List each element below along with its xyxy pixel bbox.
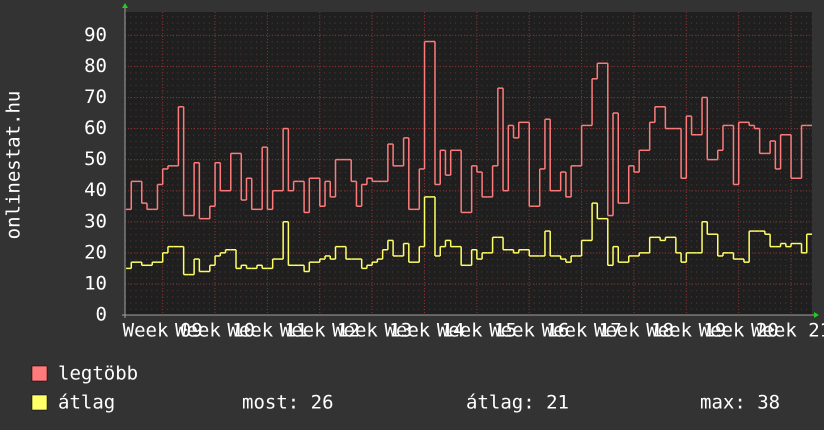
x-tick-label: Week 15 <box>437 320 517 342</box>
y-tick-label: 70 <box>84 86 107 108</box>
x-tick-label: Week 13 <box>332 320 412 342</box>
minor-grid <box>125 12 812 315</box>
x-tick-label: Week 20 <box>699 320 779 342</box>
legend-swatch <box>31 365 48 382</box>
x-tick-label: Week 19 <box>646 320 726 342</box>
axis-arrow <box>122 3 128 8</box>
stat: max: 38 <box>700 392 780 414</box>
y-tick-label: 50 <box>84 148 107 170</box>
x-tick-label: Week 17 <box>542 320 622 342</box>
x-tick-label: Week 10 <box>175 320 255 342</box>
y-tick-label: 90 <box>84 24 107 46</box>
y-tick-label: 10 <box>84 272 107 294</box>
y-tick-label: 80 <box>84 55 107 77</box>
x-tick-label: Week 09 <box>123 320 203 342</box>
legend-swatch <box>31 394 48 411</box>
stat: most: 26 <box>242 392 334 414</box>
legend-label: átlag <box>58 392 115 414</box>
x-tick-label: Week 11 <box>227 320 307 342</box>
y-axis-label: onlinestat.hu <box>3 91 25 240</box>
y-tick-label: 60 <box>84 117 107 139</box>
legend-label: legtöbb <box>58 363 138 385</box>
stat: átlag: 21 <box>466 392 569 414</box>
x-tick-label: Week 12 <box>280 320 360 342</box>
axis-arrow <box>814 312 819 318</box>
x-tick-label: Week 21 <box>751 320 824 342</box>
x-tick-label: Week 16 <box>489 320 569 342</box>
y-tick-label: 20 <box>84 241 107 263</box>
x-tick-label: Week 18 <box>594 320 674 342</box>
x-tick-label: Week 14 <box>384 320 464 342</box>
y-tick-label: 30 <box>84 210 107 232</box>
y-tick-label: 40 <box>84 179 107 201</box>
y-tick-label: 0 <box>96 304 107 326</box>
